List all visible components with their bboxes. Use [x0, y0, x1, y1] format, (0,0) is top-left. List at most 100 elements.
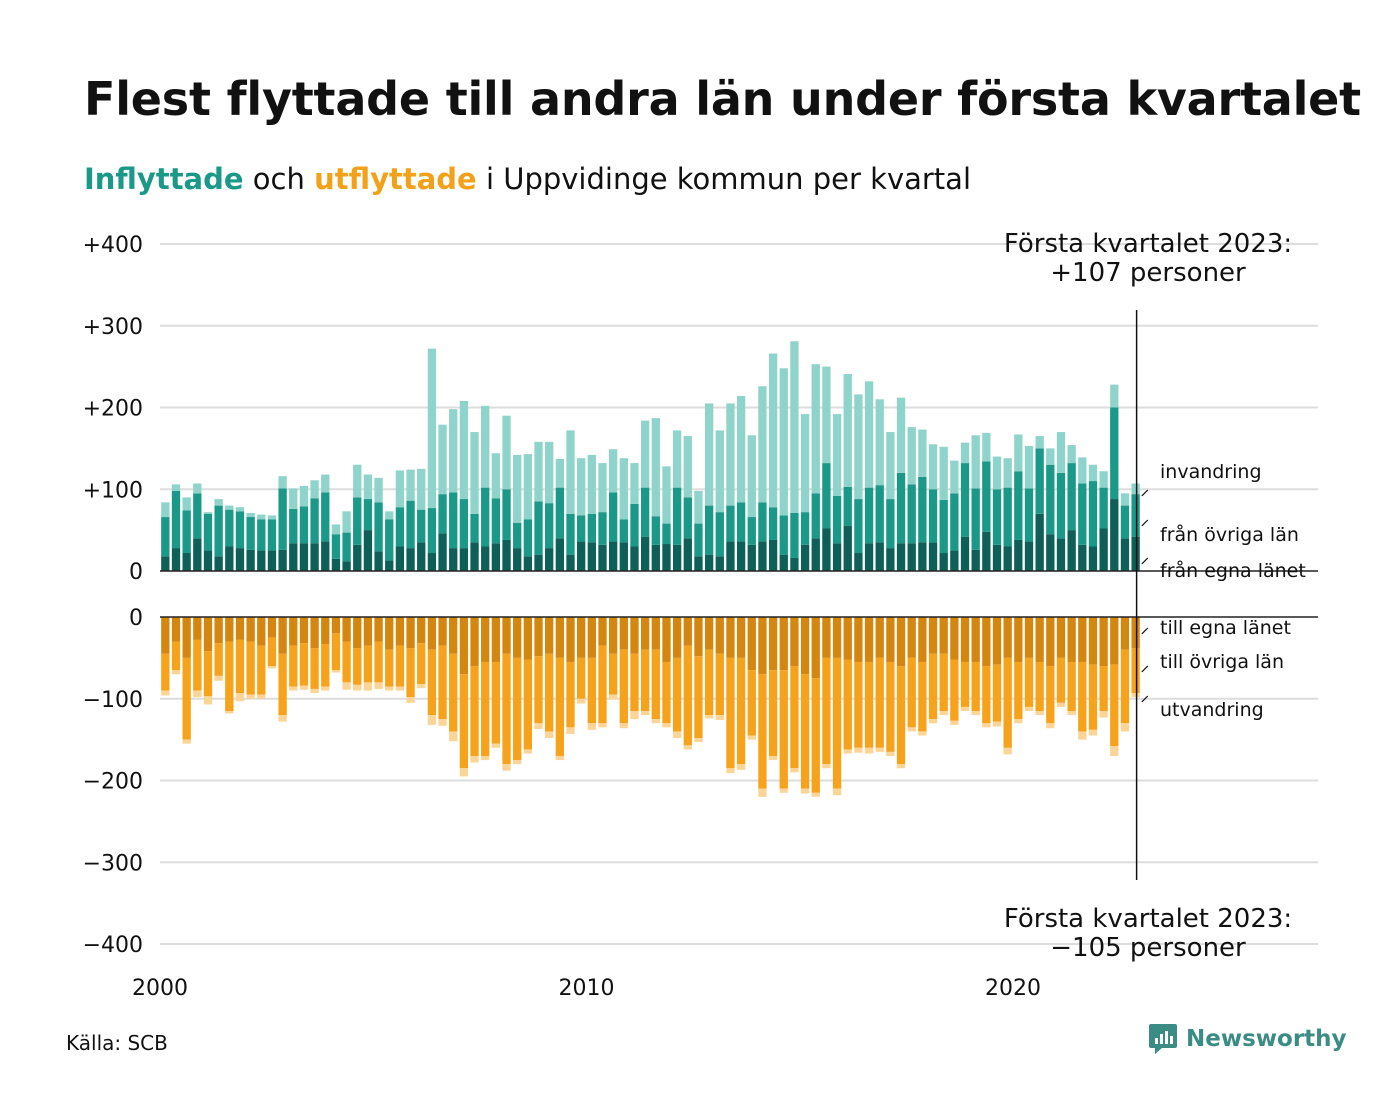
- bar-from-other-counties: [950, 493, 959, 551]
- bar-immigration: [950, 460, 959, 494]
- bar-immigration: [800, 414, 810, 513]
- bar-emigration: [577, 698, 586, 704]
- label-fran-ovriga-lan-leader: [1141, 519, 1149, 527]
- y-tick-inflow: 0: [129, 560, 143, 585]
- bar-from-same-county: [854, 553, 863, 571]
- bar-from-same-county: [1088, 546, 1098, 571]
- annotation-top-line1: Första kvartalet 2023:: [1004, 229, 1292, 259]
- bar-immigration: [768, 353, 778, 508]
- bar-to-same-county: [1035, 617, 1044, 662]
- bar-to-other-counties: [726, 657, 735, 769]
- bar-immigration: [1056, 432, 1066, 473]
- bar-to-same-county: [289, 617, 298, 646]
- bar-to-other-counties: [545, 653, 554, 732]
- y-tick-inflow: +400: [83, 233, 143, 258]
- bar-to-other-counties: [257, 645, 266, 695]
- bar-immigration: [385, 511, 394, 520]
- bar-to-other-counties: [1120, 649, 1130, 724]
- bar-emigration: [832, 788, 842, 796]
- bar-to-same-county: [918, 617, 927, 662]
- bar-to-other-counties: [736, 657, 746, 765]
- bar-from-other-counties: [385, 519, 394, 561]
- bar-to-same-county: [534, 617, 543, 657]
- bar-to-same-county: [545, 617, 554, 654]
- bar-to-other-counties: [214, 643, 223, 676]
- bar-immigration: [1024, 445, 1034, 489]
- bar-emigration: [1067, 711, 1076, 716]
- bar-to-other-counties: [566, 661, 575, 728]
- bar-from-same-county: [1014, 539, 1023, 571]
- bar-to-other-counties: [491, 661, 501, 744]
- bar-immigration: [619, 458, 628, 520]
- bar-emigration: [438, 719, 447, 726]
- bar-to-same-county: [299, 617, 309, 644]
- bar-from-other-counties: [1078, 483, 1087, 545]
- bar-emigration: [928, 719, 938, 724]
- bar-immigration: [545, 441, 554, 504]
- bar-immigration: [502, 415, 511, 490]
- bar-immigration: [427, 348, 437, 509]
- y-tick-outflow: 0: [129, 606, 143, 631]
- bar-from-same-county: [214, 556, 223, 571]
- bar-from-same-county: [672, 544, 682, 571]
- bar-to-same-county: [203, 617, 213, 652]
- bar-to-same-county: [1110, 617, 1119, 665]
- bar-from-other-counties: [438, 494, 447, 534]
- bar-immigration: [1131, 483, 1140, 495]
- bar-to-same-county: [1046, 617, 1055, 667]
- bar-from-same-county: [342, 561, 351, 571]
- bar-to-same-county: [886, 617, 895, 662]
- bar-to-same-county: [832, 617, 842, 658]
- bar-immigration: [640, 420, 650, 488]
- bar-to-same-county: [950, 617, 959, 660]
- bar-to-same-county: [449, 617, 458, 654]
- subtitle-outflow-word: utflyttade: [314, 162, 477, 196]
- axes: 0 +100 +200 +300 +400 0 −100 −200 −300 −400 2000 20…: [83, 233, 1318, 1001]
- bar-to-same-county: [822, 617, 831, 658]
- bar-from-other-counties: [534, 501, 543, 555]
- bar-from-other-counties: [800, 512, 810, 545]
- bar-to-same-county: [928, 617, 938, 654]
- bar-immigration: [289, 488, 298, 509]
- bar-from-other-counties: [598, 512, 607, 545]
- bar-to-other-counties: [193, 639, 202, 691]
- bar-from-same-county: [278, 549, 287, 571]
- y-tick-outflow: −100: [83, 688, 143, 713]
- bar-to-same-county: [427, 617, 437, 650]
- bar-from-same-county: [310, 543, 319, 571]
- bar-to-same-county: [768, 617, 778, 671]
- bar-from-other-counties: [577, 515, 586, 542]
- bar-to-other-counties: [704, 649, 714, 716]
- bar-from-same-county: [502, 539, 511, 571]
- bar-to-same-county: [960, 617, 970, 662]
- bar-from-same-county: [267, 550, 277, 571]
- bar-to-other-counties: [427, 649, 437, 716]
- bar-to-other-counties: [843, 659, 852, 750]
- bar-to-same-county: [523, 617, 533, 660]
- bar-immigration: [257, 514, 266, 520]
- bar-to-other-counties: [1046, 666, 1055, 724]
- bar-from-other-counties: [672, 487, 682, 545]
- x-tick-label: 2000: [132, 976, 188, 1001]
- bar-immigration: [1035, 436, 1044, 449]
- bar-from-other-counties: [193, 493, 202, 539]
- bar-from-same-county: [321, 541, 330, 571]
- bar-from-same-county: [1078, 544, 1087, 571]
- bar-to-other-counties: [960, 661, 970, 707]
- bar-to-same-county: [683, 617, 692, 646]
- bar-from-same-county: [971, 549, 980, 571]
- bar-to-other-counties: [225, 641, 234, 712]
- bar-emigration: [630, 711, 639, 720]
- bar-to-same-county: [491, 617, 501, 662]
- bar-emigration: [896, 764, 906, 769]
- chart-title: Flest flyttade till andra län under förs…: [84, 72, 1361, 126]
- bar-to-other-counties: [758, 674, 767, 789]
- bar-emigration: [1099, 711, 1108, 718]
- bar-emigration: [523, 749, 533, 754]
- bar-emigration: [1056, 702, 1066, 707]
- bar-immigration: [1003, 458, 1012, 488]
- bar-to-same-county: [193, 617, 202, 640]
- bar-to-other-counties: [555, 657, 565, 756]
- bar-to-other-counties: [939, 653, 948, 712]
- bar-to-same-county: [640, 617, 650, 650]
